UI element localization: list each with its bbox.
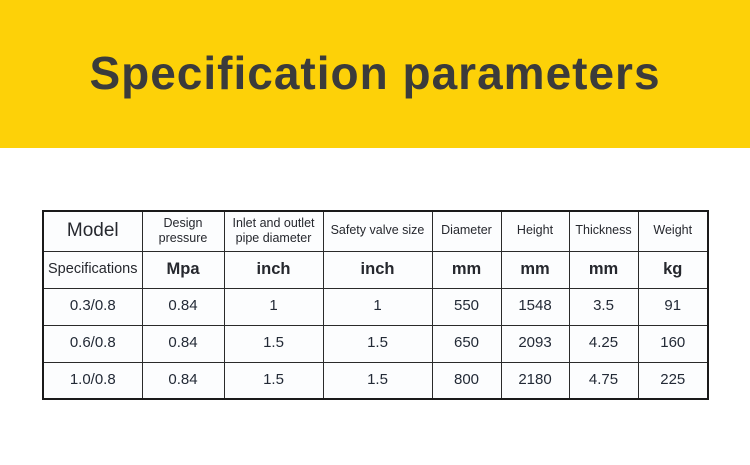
unit-cell-pipe-diameter: inch	[223, 250, 324, 289]
header-cell-diameter: Diameter	[431, 210, 502, 252]
header-cell-weight: Weight	[637, 210, 709, 252]
table-cell: 0.84	[141, 361, 225, 400]
unit-cell-thickness: mm	[568, 250, 639, 289]
cell-model: 0.6/0.8	[42, 324, 143, 363]
header-cell-height: Height	[500, 210, 570, 252]
specifications-table: Model Design pressure Inlet and outlet p…	[42, 210, 709, 400]
header-cell-safety-valve-size: Safety valve size	[322, 210, 433, 252]
table-cell: 160	[637, 324, 709, 363]
header-cell-pipe-diameter: Inlet and outlet pipe diameter	[223, 210, 324, 252]
table-cell: 1	[223, 287, 324, 326]
table-cell: 1.5	[322, 324, 433, 363]
table-cell: 1548	[500, 287, 570, 326]
table-cell: 1.5	[322, 361, 433, 400]
table-cell: 91	[637, 287, 709, 326]
table-cell: 3.5	[568, 287, 639, 326]
header-cell-model: Model	[42, 210, 143, 252]
table-cell: 1.5	[223, 361, 324, 400]
table-cell: 1.5	[223, 324, 324, 363]
table-cell: 225	[637, 361, 709, 400]
page-title: Specification parameters	[89, 47, 661, 99]
unit-cell-safety-valve-size: inch	[322, 250, 433, 289]
title-banner: Specification parameters	[0, 0, 750, 148]
unit-cell-design-pressure: Mpa	[141, 250, 225, 289]
units-row-label: Specifications	[42, 250, 143, 289]
spec-table-container: Model Design pressure Inlet and outlet p…	[42, 210, 750, 400]
table-cell: 0.84	[141, 324, 225, 363]
header-cell-design-pressure: Design pressure	[141, 210, 225, 252]
table-cell: 650	[431, 324, 502, 363]
table-units-row: Specifications Mpa inch inch mm mm mm kg	[42, 250, 709, 289]
unit-cell-diameter: mm	[431, 250, 502, 289]
table-cell: 4.75	[568, 361, 639, 400]
table-cell: 1	[322, 287, 433, 326]
table-cell: 2180	[500, 361, 570, 400]
cell-model: 1.0/0.8	[42, 361, 143, 400]
header-cell-thickness: Thickness	[568, 210, 639, 252]
unit-cell-weight: kg	[637, 250, 709, 289]
table-row: 1.0/0.8 0.84 1.5 1.5 800 2180 4.75 225	[42, 361, 709, 400]
table-row: 0.6/0.8 0.84 1.5 1.5 650 2093 4.25 160	[42, 324, 709, 363]
table-cell: 2093	[500, 324, 570, 363]
table-cell: 4.25	[568, 324, 639, 363]
unit-cell-height: mm	[500, 250, 570, 289]
table-cell: 550	[431, 287, 502, 326]
cell-model: 0.3/0.8	[42, 287, 143, 326]
table-cell: 800	[431, 361, 502, 400]
table-header-row: Model Design pressure Inlet and outlet p…	[42, 210, 709, 252]
table-cell: 0.84	[141, 287, 225, 326]
table-row: 0.3/0.8 0.84 1 1 550 1548 3.5 91	[42, 287, 709, 326]
